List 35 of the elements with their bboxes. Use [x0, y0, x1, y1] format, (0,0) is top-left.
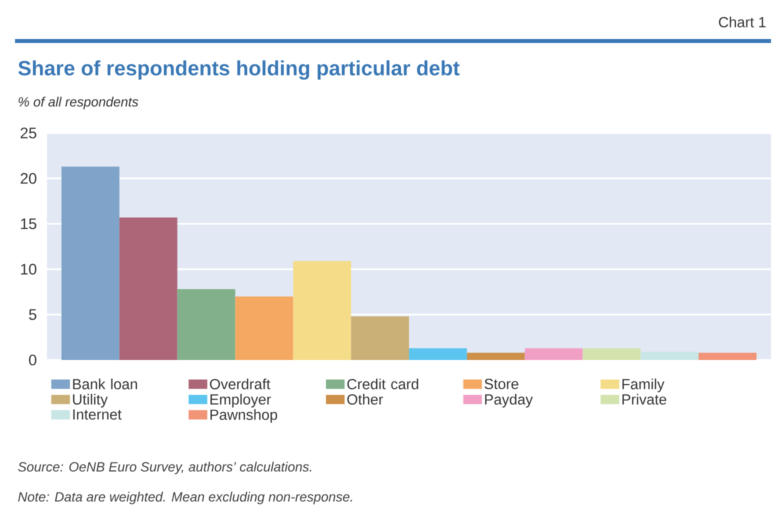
y-axis-title: % of all respondents: [18, 96, 138, 110]
legend-label: Family: [622, 378, 664, 392]
bar: [293, 261, 352, 360]
legend-label: Utility: [73, 394, 108, 408]
bar: [61, 166, 120, 360]
legend-label: Pawnshop: [210, 409, 278, 423]
bar: [524, 348, 583, 360]
bar: [698, 352, 757, 360]
bar: [409, 348, 467, 360]
bar: [235, 296, 294, 360]
bar: [119, 217, 178, 360]
bar: [466, 352, 525, 360]
legend-label: Bank loan: [73, 378, 137, 390]
bar: [177, 289, 236, 360]
source-note: Source: OeNB Euro Survey, authors’ calculations.: [18, 462, 312, 474]
y-tick-label: 5: [29, 309, 36, 320]
y-tick-label: 20: [20, 172, 36, 184]
legend-label: Store: [484, 378, 518, 390]
legend-label: Employer: [210, 394, 271, 408]
legend-label: Internet: [73, 409, 122, 420]
caption: Chart 1: [718, 16, 766, 28]
text: Note: Data are weighted. Mean excluding non-response.: [18, 492, 352, 504]
bar: [582, 348, 641, 360]
y-tick-label: 15: [21, 218, 36, 230]
legend-label: Private: [622, 394, 666, 405]
y-tick-label: 10: [21, 264, 36, 275]
legend-label: Overdraft: [210, 378, 270, 390]
legend-label: Credit card: [347, 378, 418, 390]
chart-title: Share of respondents holding particular debt: [18, 60, 460, 80]
legend-label: Payday: [485, 394, 533, 408]
legend-label: Other: [347, 394, 384, 405]
bar: [351, 316, 409, 360]
bar: [640, 352, 699, 360]
y-tick-label: 0: [29, 354, 36, 366]
y-tick-label: 25: [20, 128, 36, 138]
